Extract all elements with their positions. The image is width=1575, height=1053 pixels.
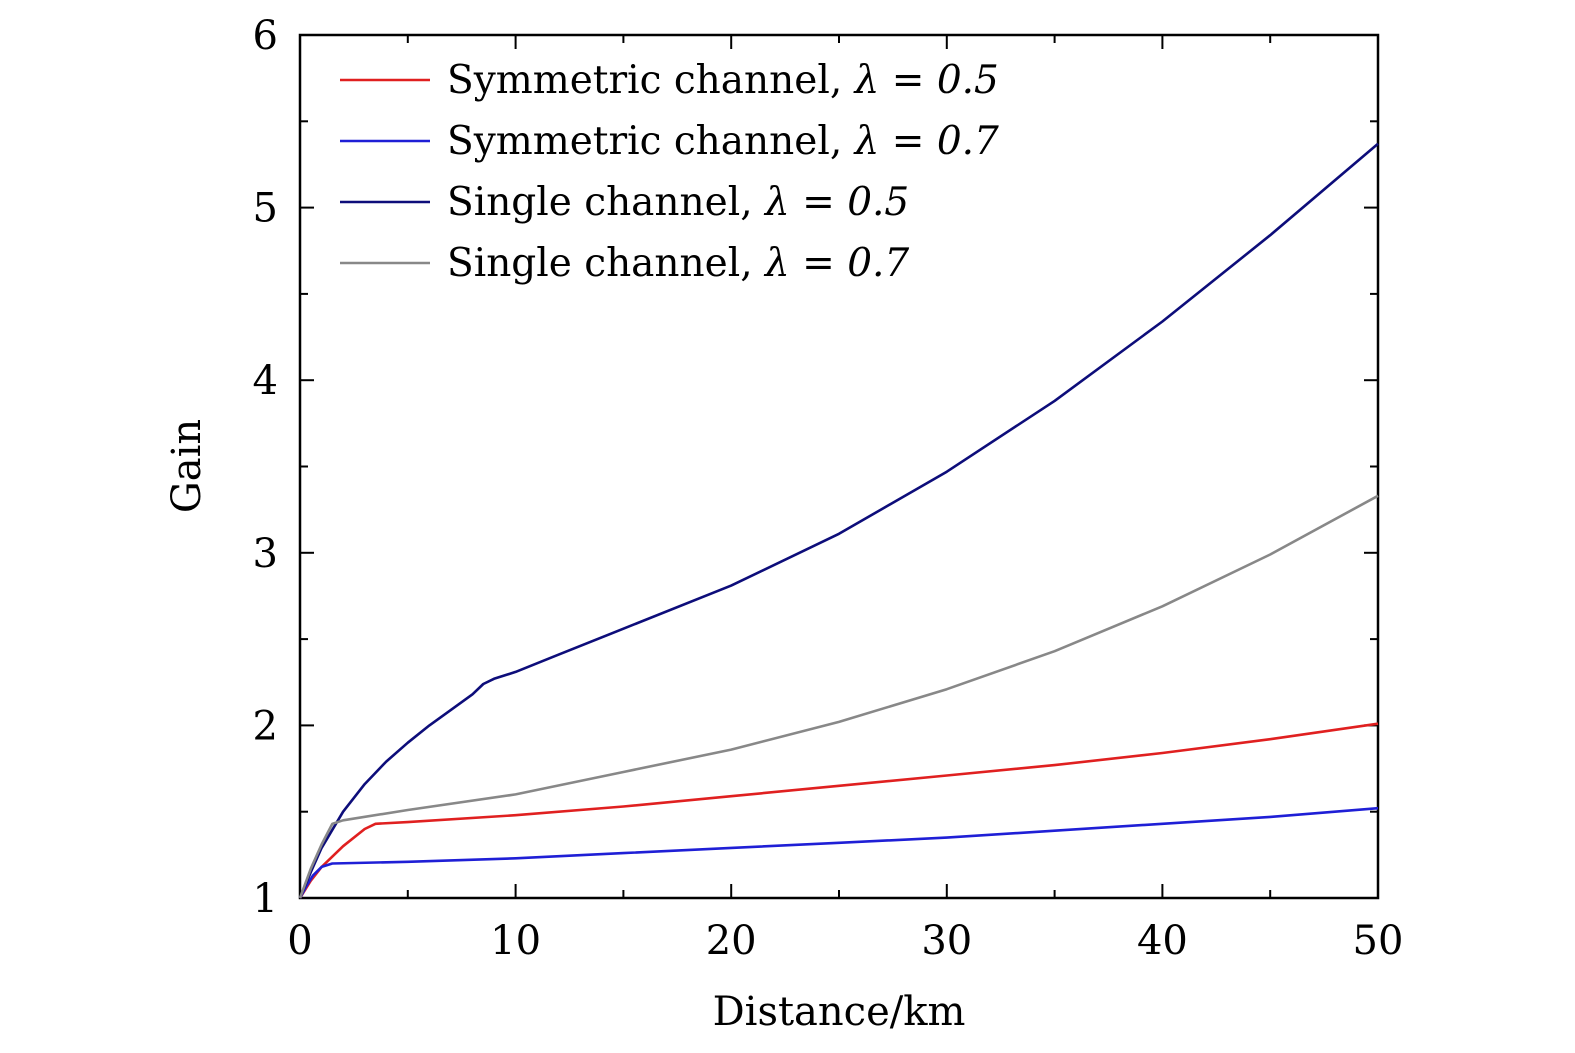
- x-tick-label: 50: [1353, 918, 1404, 964]
- x-tick-label: 20: [706, 918, 757, 964]
- x-tick-label: 30: [921, 918, 972, 964]
- y-tick-label: 4: [253, 358, 278, 404]
- y-tick-label: 6: [253, 13, 278, 59]
- y-tick-label: 2: [253, 703, 278, 749]
- x-tick-label: 10: [490, 918, 541, 964]
- y-tick-label: 3: [253, 531, 278, 577]
- y-axis-title: Gain: [164, 419, 210, 513]
- x-tick-label: 0: [287, 918, 312, 964]
- legend-label: Single channel, λ = 0.7: [447, 241, 909, 286]
- legend-label: Single channel, λ = 0.5: [447, 180, 909, 225]
- series-line-3: [298, 142, 1379, 899]
- legend-label: Symmetric channel, λ = 0.5: [447, 58, 999, 103]
- y-tick-label: 1: [253, 876, 278, 922]
- legend-label: Symmetric channel, λ = 0.7: [447, 119, 999, 164]
- x-axis-title: Distance/km: [713, 989, 966, 1035]
- axis-ticks: [299, 34, 1379, 899]
- x-tick-label: 40: [1137, 918, 1188, 964]
- series-lines: [298, 142, 1379, 899]
- legend: Symmetric channel, λ = 0.5 Symmetric chan…: [340, 58, 999, 286]
- y-tick-label: 5: [253, 186, 278, 232]
- plot-frame: [298, 33, 1380, 900]
- x-tick-labels: 0 10 20 30 40 50: [287, 918, 1403, 964]
- y-tick-labels: 1 2 3 4 5 6: [253, 13, 278, 922]
- series-line-2: [298, 806, 1379, 899]
- series-line-4: [298, 494, 1379, 899]
- series-line-1: [298, 722, 1379, 899]
